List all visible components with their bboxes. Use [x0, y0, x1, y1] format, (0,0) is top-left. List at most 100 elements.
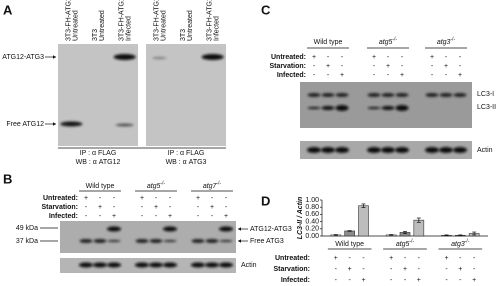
panel-label: C — [261, 2, 271, 17]
lane-line: Untreated — [187, 10, 194, 41]
band — [163, 226, 177, 232]
genotype-name: atg3 — [451, 241, 465, 248]
band — [321, 93, 335, 97]
band — [307, 147, 321, 153]
condition-label: Starvation: — [269, 63, 306, 70]
lane-label: 3T3-FH-ATG12Infected — [207, 0, 221, 41]
condition-mark: - — [341, 63, 344, 70]
wb-label: WB : α ATG3 — [166, 159, 207, 166]
band — [335, 105, 349, 111]
condition-mark: - — [390, 266, 393, 273]
band — [439, 93, 453, 97]
lane-line: 3T3-FH-ATG12 — [65, 0, 72, 41]
band — [321, 106, 335, 110]
condition-label: Untreated: — [43, 195, 78, 202]
error-bar — [347, 230, 352, 232]
genotype-label: atg5-/- — [396, 239, 415, 248]
band — [335, 147, 349, 153]
condition-mark: + — [389, 255, 393, 262]
band — [453, 147, 467, 153]
lane-line: 3T3 — [180, 29, 187, 41]
error-bar — [389, 234, 394, 236]
condition-mark: - — [473, 266, 476, 273]
genotype-name: Wild type — [86, 183, 115, 190]
band — [307, 107, 321, 109]
band — [113, 54, 136, 60]
band-label: LC3-II — [477, 104, 496, 111]
arrow-head — [53, 55, 56, 59]
y-tick-label: 0.40 — [305, 218, 319, 225]
condition-mark: - — [387, 54, 390, 61]
lane-line: Untreated — [72, 10, 79, 41]
genotype-label: atg7-/- — [203, 181, 222, 190]
band — [107, 262, 121, 268]
lane-label: 3T3Untreated — [92, 10, 106, 41]
condition-mark: - — [85, 204, 88, 211]
arrow-head — [53, 122, 56, 126]
genotype-label: Wild type — [335, 241, 364, 248]
condition-mark: - — [404, 277, 407, 284]
condition-mark: - — [445, 266, 448, 273]
genotype-name: atg3 — [437, 39, 451, 46]
condition-mark: - — [211, 195, 214, 202]
band — [135, 239, 149, 243]
genotype-name: atg7 — [203, 183, 218, 190]
genotype-name: Wild type — [314, 39, 343, 46]
loading-label: Actin — [477, 147, 493, 154]
error-bar — [403, 230, 407, 234]
condition-mark: - — [335, 266, 338, 273]
blot — [300, 82, 472, 128]
condition-mark: - — [348, 277, 351, 284]
lane-label: 3T3Untreated — [180, 10, 194, 41]
condition-mark: - — [155, 195, 158, 202]
band — [425, 147, 439, 153]
condition-mark: + — [400, 72, 404, 79]
y-tick-label: 0.80 — [305, 204, 319, 211]
condition-mark: - — [169, 195, 172, 202]
condition-mark: + — [417, 277, 421, 284]
condition-mark: - — [341, 54, 344, 61]
arrow-head — [238, 239, 241, 243]
y-tick-label: 0.60 — [305, 211, 319, 218]
band — [135, 262, 149, 268]
ip-label: IP : α FLAG — [168, 150, 205, 157]
panel-label: A — [3, 2, 13, 17]
band — [107, 226, 121, 232]
y-axis-label: LC3-II / Actin — [297, 197, 304, 240]
condition-mark: - — [141, 213, 144, 220]
y-tick-label: 1.00 — [305, 197, 319, 204]
band — [163, 240, 177, 242]
band — [201, 54, 224, 60]
condition-mark: + — [154, 204, 158, 211]
y-tick-label: 0.20 — [305, 226, 319, 233]
genotype-label: atg5-/- — [147, 181, 166, 190]
condition-mark: + — [386, 63, 390, 70]
condition-mark: + — [84, 195, 88, 202]
genotype-label: atg3-/- — [451, 239, 470, 248]
band — [79, 262, 93, 268]
band — [93, 239, 107, 243]
condition-mark: - — [445, 72, 448, 79]
condition-mark: - — [99, 195, 102, 202]
condition-mark: - — [418, 266, 421, 273]
error-bar — [444, 234, 449, 236]
condition-mark: - — [362, 255, 365, 262]
band — [395, 93, 409, 97]
lane-label: 3T3-FH-ATG12Untreated — [65, 0, 79, 41]
panel-label: D — [261, 193, 270, 208]
marker-label: 49 kDa — [16, 225, 38, 232]
error-bar — [361, 203, 366, 208]
band — [93, 262, 107, 268]
condition-label: Starvation: — [41, 204, 78, 211]
condition-label: Untreated: — [275, 255, 310, 262]
condition-mark: - — [327, 54, 330, 61]
condition-mark: - — [225, 204, 228, 211]
condition-mark: + — [140, 195, 144, 202]
condition-mark: + — [361, 277, 365, 284]
condition-mark: + — [372, 54, 376, 61]
condition-mark: - — [225, 195, 228, 202]
band — [381, 106, 395, 110]
genotype-label: Wild type — [86, 183, 115, 190]
lane-line: 3T3-FH-ATG12 — [119, 0, 126, 41]
